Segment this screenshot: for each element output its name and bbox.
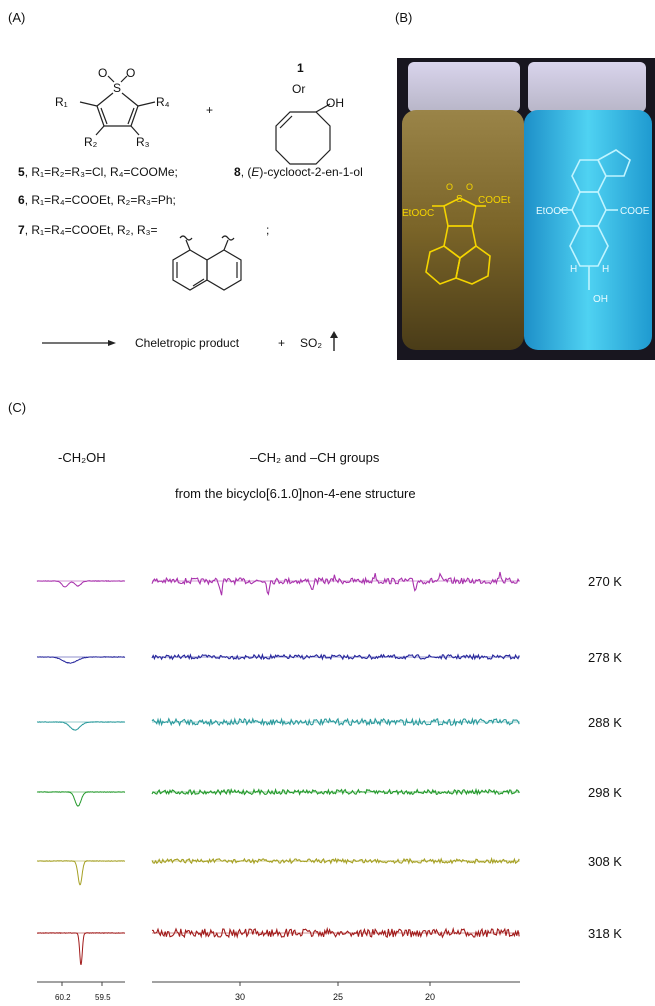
compound-text: , ( [241, 165, 252, 179]
panel-a: (A) S O O R₁ R₄ R₂ R₃ + 1 Or OH 5, R₁=R₂… [8, 10, 363, 351]
gas-text: SO₂ [300, 336, 322, 350]
panel-label: (C) [8, 400, 26, 415]
compound-line: 8, (E)-cyclooct-2-en-1-ol [234, 165, 363, 179]
axis-tick-label: 59.5 [95, 993, 111, 1002]
axis-tick-label: 30 [235, 992, 245, 1002]
panel-b: (B) S O O EtOOC COOEt EtOOC COOE H H OH [395, 10, 655, 360]
gas-arrow-part [330, 331, 338, 338]
axis-tick-label: 20 [425, 992, 435, 1002]
reaction-arrow [42, 340, 116, 346]
photo-label: EtOOC [536, 206, 568, 217]
compound-text: , R₁=R₄=COOEt, R₂=R₃=Ph; [25, 193, 176, 207]
panel-label: (A) [8, 10, 25, 25]
substituent-label: R₃ [136, 135, 150, 149]
substituent-label: R₁ [55, 95, 68, 109]
naphthalene-structure [173, 236, 241, 290]
naphthalene-structure-part [224, 240, 228, 250]
photo-label: H [602, 264, 609, 275]
sulfone-structure-part [97, 93, 113, 106]
axis-tick-label: 25 [333, 992, 343, 1002]
sulfone-structure-part [97, 106, 104, 126]
temperature-label: 308 K [588, 854, 622, 869]
naphthalene-structure-part [222, 236, 234, 240]
compound-line: 5, R₁=R₂=R₃=Cl, R₄=COOMe; [18, 165, 178, 179]
temperature-label: 318 K [588, 926, 622, 941]
compound-text: , R₁=R₄=COOEt, R₂, R₃= [25, 223, 158, 237]
plus-sign: + [278, 336, 285, 350]
cyclooctenol-structure-part [276, 112, 330, 164]
or-text: Or [292, 82, 305, 96]
photo-label: O [466, 182, 473, 192]
atom-label: S [113, 81, 121, 95]
compound-text: , R₁=R₂=R₃=Cl, R₄=COOMe; [25, 165, 178, 179]
vial-left [402, 110, 524, 350]
reaction-arrow-part [108, 340, 116, 346]
photo-label: OH [593, 294, 608, 305]
axis-tick-label: 60.2 [55, 993, 71, 1002]
temperature-label: 278 K [588, 650, 622, 665]
heading: –CH₂ and –CH groups [250, 450, 380, 465]
body: { "panel_a": { "label": "(A)", "sulfone"… [0, 0, 655, 1006]
figure: (A) S O O R₁ R₄ R₂ R₃ + 1 Or OH 5, R₁=R₂… [0, 0, 655, 1006]
temperature-label: 270 K [588, 574, 622, 589]
spectrum-trace [37, 722, 125, 730]
sulfone-structure-part [122, 93, 138, 106]
naphthalene-structure-part [180, 236, 192, 240]
spectrum-trace [37, 861, 125, 885]
sulfone-structure-part [131, 106, 138, 126]
spectrum-trace [37, 792, 125, 806]
photo-label: S [456, 194, 463, 205]
vial-right [524, 110, 652, 350]
atom-label: O [126, 66, 135, 80]
photo-label: COOEt [478, 195, 510, 206]
sulfone-structure-part [138, 102, 155, 106]
vial-cap [528, 62, 646, 112]
substituent-label: R₂ [84, 135, 98, 149]
panel-label: (B) [395, 10, 412, 25]
naphthalene-structure-part [186, 240, 190, 250]
vial-cap [408, 62, 520, 112]
compound-line: 7, R₁=R₄=COOEt, R₂, R₃= [18, 223, 158, 237]
sulfone-structure-part [80, 102, 97, 106]
temperature-label: 288 K [588, 715, 622, 730]
photo-label: COOE [620, 206, 650, 217]
compound-text: )-cyclooct-2-en-1-ol [259, 165, 362, 179]
spectrum-trace [37, 657, 125, 664]
cyclooctenol-structure-part [280, 116, 292, 128]
temperature-label: 298 K [588, 785, 622, 800]
product-text: Cheletropic product [135, 336, 240, 350]
photo-label: EtOOC [402, 208, 434, 219]
gas-arrow [330, 331, 338, 351]
spectrum-trace [152, 572, 519, 595]
compound-end: ; [266, 223, 269, 237]
cyclooctenol-structure [276, 104, 330, 164]
atom-label: O [98, 66, 107, 80]
spectrum-trace [37, 581, 125, 587]
panel-c: (C) -CH₂OH –CH₂ and –CH groups from the … [8, 400, 622, 1002]
photo-label: H [570, 264, 577, 275]
plus-sign: + [206, 103, 213, 117]
photo-label: O [446, 182, 453, 192]
compound-number: 1 [297, 61, 304, 75]
subheading: from the bicyclo[6.1.0]non-4-ene structu… [175, 486, 416, 501]
heading: -CH₂OH [58, 450, 106, 465]
compound-line: 6, R₁=R₄=COOEt, R₂=R₃=Ph; [18, 193, 176, 207]
spectrum-trace [37, 933, 125, 965]
naphthalene-structure-part [207, 250, 241, 290]
sulfone-structure-part [96, 126, 104, 135]
page: Figure body { margin: 0; width: 655px; h… [0, 0, 655, 1006]
atom-label: OH [326, 96, 344, 110]
substituent-label: R₄ [156, 95, 170, 109]
naphthalene-structure-part [173, 250, 207, 290]
sulfone-structure-part [131, 126, 139, 135]
